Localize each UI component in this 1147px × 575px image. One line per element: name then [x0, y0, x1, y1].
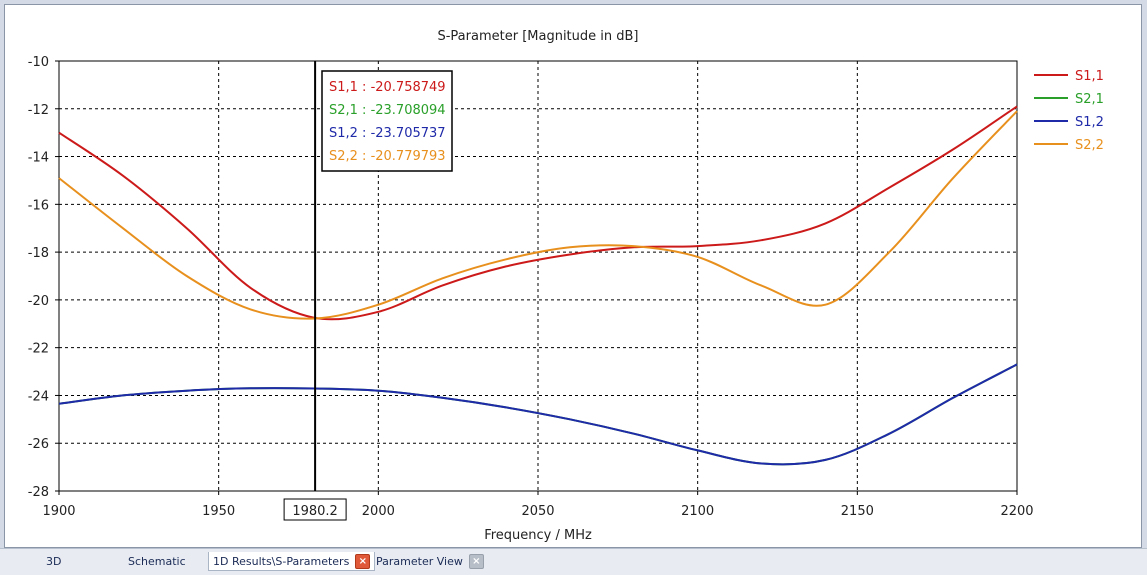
x-tick-label: 1900 — [42, 504, 75, 519]
y-tick-label: -22 — [28, 342, 49, 357]
y-tick-label: -28 — [28, 485, 49, 500]
marker-label-frame — [283, 498, 347, 521]
series-line-S2-2 — [58, 110, 1018, 320]
x-tick-label: 2100 — [681, 504, 714, 519]
series-line-S1-2 — [58, 363, 1018, 466]
s-parameter-chart[interactable]: S-Parameter [Magnitude in dB] -10-12-14-… — [0, 0, 1147, 548]
grid — [59, 61, 1017, 491]
readout-value: S2,2 : -20.779793 — [329, 149, 446, 164]
readout-value: S1,1 : -20.758749 — [329, 80, 446, 95]
readout-frame — [321, 70, 453, 172]
x-tick-label: 2150 — [841, 504, 874, 519]
y-axis: -10 -12 -14 -16 -18 -20 -22 -24 -26 -28 — [28, 55, 59, 500]
legend-label: S2,2 — [1075, 138, 1104, 153]
tab-label: 1D Results\S-Parameters — [213, 554, 350, 568]
marker-readout-box: S1,1 : -20.758749 S2,1 : -23.708094 S1,2 :… — [321, 70, 453, 172]
tab-1d-results[interactable]: 1D Results\S-Parameters × — [208, 552, 376, 571]
plot-area-border — [58, 60, 1018, 492]
x-axis-label: Frequency / MHz — [484, 528, 592, 543]
tab-label: Schematic — [128, 554, 186, 568]
tab-label: Parameter View — [376, 554, 463, 568]
y-tick-label: -12 — [28, 103, 49, 118]
close-icon[interactable]: × — [468, 553, 484, 569]
tab-label: 3D — [46, 554, 62, 568]
tab-parameter-view[interactable]: Parameter View × — [372, 552, 488, 570]
readout-value: S2,1 : -23.708094 — [329, 103, 446, 118]
legend-label: S1,2 — [1075, 115, 1104, 130]
tab-3d[interactable]: 3D — [42, 552, 65, 570]
x-tick-label: 2200 — [1000, 504, 1033, 519]
y-tick-label: -16 — [28, 198, 49, 213]
series-lines — [58, 105, 1018, 466]
y-tick-label: -26 — [28, 437, 49, 452]
chart-title: S-Parameter [Magnitude in dB] — [437, 29, 638, 44]
x-tick-label: 1950 — [202, 504, 235, 519]
tab-schematic[interactable]: Schematic — [124, 552, 190, 570]
y-tick-label: -20 — [28, 294, 49, 309]
plot-window — [4, 4, 1142, 548]
x-axis: 1900 1950 2000 2050 2100 2150 2200 — [42, 491, 1034, 519]
readout-value: S1,2 : -23.705737 — [329, 126, 446, 141]
y-tick-label: -18 — [28, 246, 49, 261]
close-icon[interactable]: × — [355, 553, 371, 569]
legend-label: S2,1 — [1075, 92, 1104, 107]
marker-label-text: 1980.2 — [292, 504, 338, 519]
y-tick-label: -14 — [28, 151, 49, 166]
y-tick-label: -24 — [28, 389, 49, 404]
legend-label: S1,1 — [1075, 69, 1104, 84]
legend: S1,1 S2,1 S1,2 S2,2 — [1034, 69, 1104, 153]
x-tick-label: 2000 — [362, 504, 395, 519]
marker-x-label[interactable]: 1980.2 — [283, 498, 347, 521]
y-tick-label: -10 — [28, 55, 49, 70]
series-line-S1-1 — [58, 105, 1018, 321]
x-tick-label: 2050 — [521, 504, 554, 519]
tab-bar: 3D Schematic 1D Results\S-Parameters × P… — [0, 548, 1147, 575]
